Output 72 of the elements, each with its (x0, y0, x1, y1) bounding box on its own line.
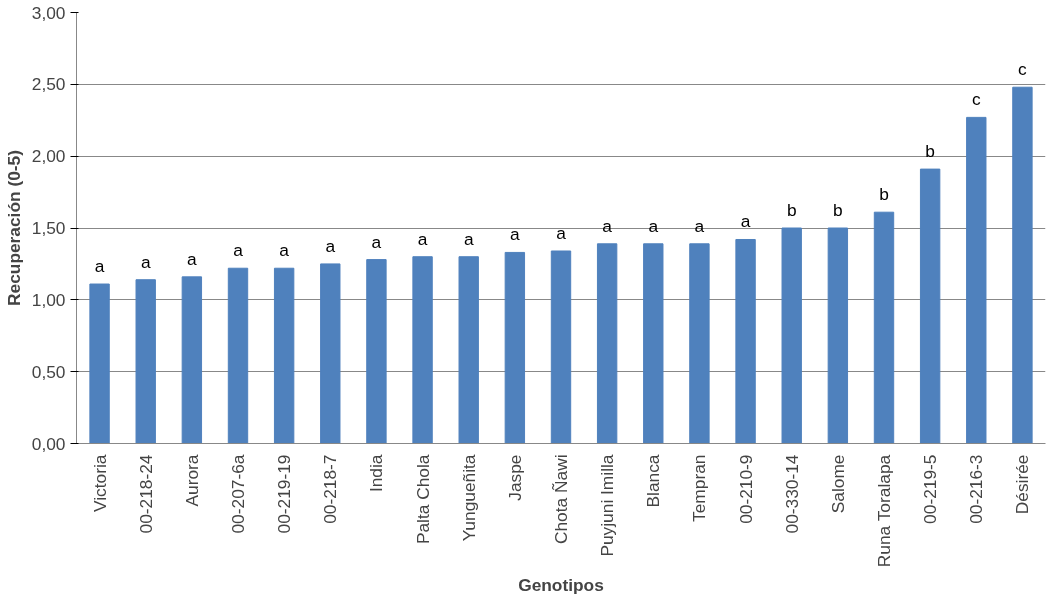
x-tick-label: Palta Chola (412, 454, 433, 545)
y-axis-title: Recuperación (0-5) (3, 150, 24, 306)
y-tick-label: 0,50 (31, 361, 66, 382)
x-tick-label: Chota Ñawi (551, 454, 571, 545)
bar (366, 259, 387, 444)
annotation: a (417, 228, 428, 249)
bar (412, 256, 433, 444)
x-axis-title: Genotipos (518, 575, 604, 596)
bar (504, 251, 526, 444)
bar (689, 243, 710, 444)
bar (1012, 86, 1033, 444)
bar (320, 263, 341, 444)
x-tick-label: Jaspe (504, 454, 525, 501)
bar (227, 267, 249, 444)
annotation: a (510, 224, 521, 245)
x-tick-label: 00-219-5 (920, 454, 941, 524)
bar (89, 283, 110, 444)
annotation: a (463, 228, 474, 249)
y-tick-label: 0,00 (31, 433, 66, 454)
x-tick-label: Blanca (643, 454, 664, 508)
bar (135, 279, 156, 444)
y-tick-label: 1,00 (31, 289, 66, 310)
x-tick-label: Désirée (1012, 454, 1033, 515)
annotation: b (833, 200, 843, 220)
bar (966, 116, 987, 444)
bar (643, 243, 664, 444)
bar (873, 211, 895, 444)
x-tick-label: 00-218-24 (135, 454, 156, 534)
annotation: a (694, 215, 705, 236)
annotation: b (925, 141, 935, 162)
bar (827, 227, 849, 444)
bar (273, 267, 295, 444)
x-tick-label: Puyjuni Imilla (597, 454, 618, 557)
bar (919, 168, 941, 444)
x-tick-label: 00-210-9 (735, 454, 756, 524)
annotation: a (740, 211, 751, 232)
annotation: c (1018, 59, 1028, 80)
annotation: a (325, 235, 336, 256)
y-tick-label: 2,00 (31, 146, 66, 167)
x-tick-label: 00-330-14 (781, 454, 802, 534)
annotation: a (648, 215, 659, 236)
annotation: a (233, 240, 244, 261)
annotation: a (279, 240, 290, 261)
bar (781, 227, 802, 444)
x-tick-label: Salome (827, 454, 848, 514)
bar (181, 276, 203, 444)
bar (550, 250, 572, 444)
x-tick-label: Victoria (89, 454, 110, 512)
x-tick-label: Yungueñita (458, 454, 479, 542)
y-tick-label: 2,50 (31, 74, 66, 95)
annotation: c (971, 89, 981, 110)
x-tick-label: Aurora (181, 454, 202, 507)
x-tick-label: India (366, 454, 387, 493)
bar (735, 238, 756, 444)
x-tick-label: Tempran (689, 454, 710, 522)
annotation: a (602, 215, 613, 236)
bar (596, 243, 618, 444)
annotation: b (879, 184, 889, 205)
x-tick-label: 00-207-6a (228, 454, 248, 534)
x-tick-label: 00-216-3 (966, 454, 987, 524)
annotation: b (786, 200, 797, 220)
y-tick-label: 1,50 (31, 218, 66, 238)
x-tick-label: 00-219-19 (274, 454, 295, 534)
annotation: a (556, 222, 567, 243)
x-tick-label: Runa Toralapa (874, 454, 894, 568)
annotation: a (371, 231, 382, 252)
x-tick-label: 00-218-7 (320, 454, 341, 524)
bar (458, 256, 479, 444)
annotation: a (187, 248, 198, 269)
y-tick-label: 3,00 (31, 2, 66, 23)
annotation: a (140, 251, 151, 272)
annotation: a (94, 256, 105, 277)
